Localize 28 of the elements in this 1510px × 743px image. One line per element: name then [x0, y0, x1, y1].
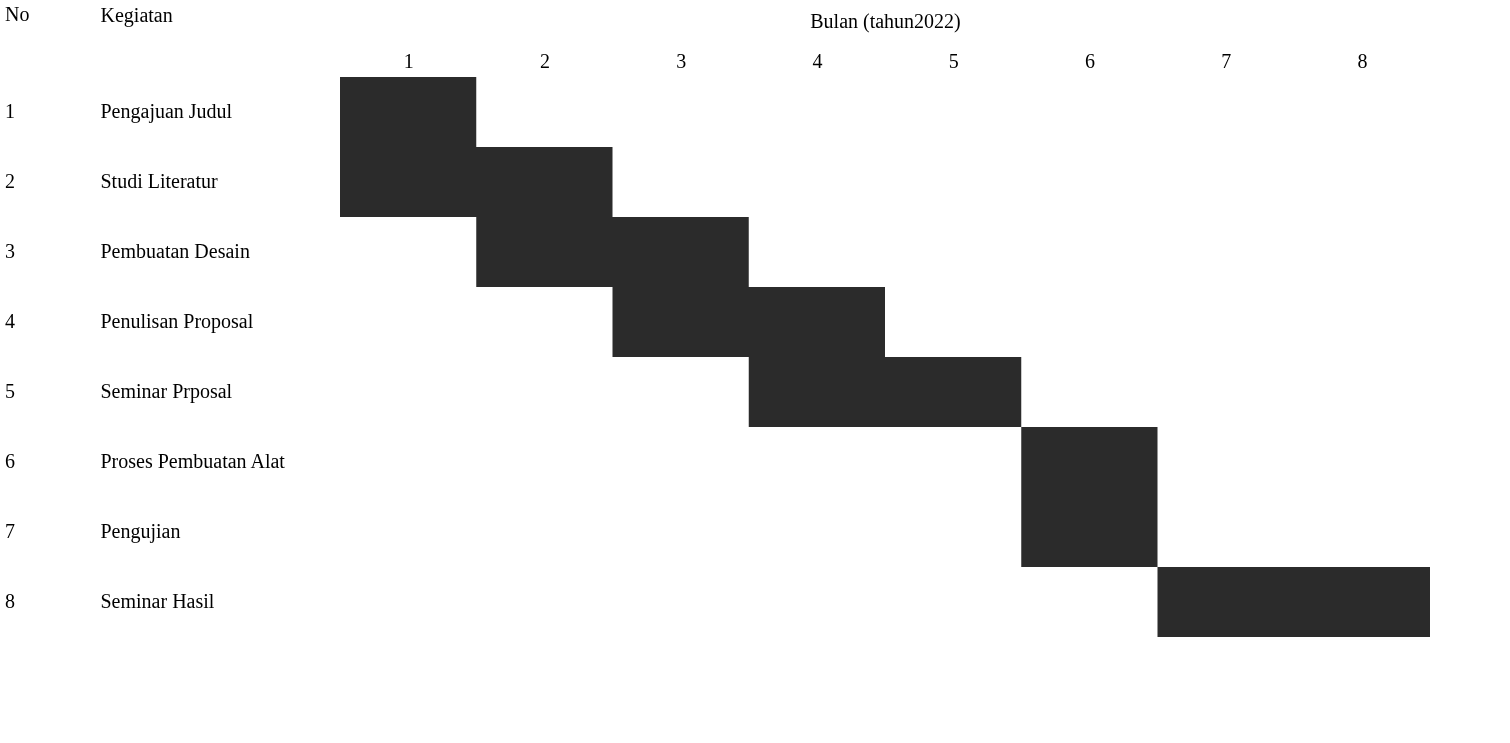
y-tick-label: Pengujian: [100, 520, 181, 543]
text: 5: [5, 380, 15, 402]
x-tick-label: 4: [812, 49, 823, 72]
y-tick-label: Pembuatan Desain: [100, 240, 250, 262]
x-tick-label: 2: [539, 49, 550, 72]
y-tick-label: Studi Literatur: [100, 170, 219, 192]
text: 6: [5, 450, 15, 472]
y-tick-label: Seminar Prposal: [100, 380, 233, 403]
text: 2: [5, 170, 15, 192]
x-tick-label: 6: [1084, 49, 1095, 72]
y-tick-label: Penulisan Proposal: [100, 310, 254, 333]
text: No: [5, 3, 30, 25]
x-tick-label: 8: [1357, 49, 1368, 72]
x-tick-label: 5: [948, 49, 959, 72]
bar: [1157, 567, 1430, 637]
text: 7: [5, 520, 15, 542]
y-axis-title: Kegiatan: [100, 3, 173, 27]
x-tick-label: 7: [1221, 49, 1232, 72]
x-tick-label: 3: [676, 49, 687, 72]
x-tick-label: 1: [403, 49, 414, 72]
y-tick-label: Pengajuan Judul: [100, 100, 233, 123]
text: 1: [5, 100, 15, 122]
y-tick-label: Seminar Hasil: [100, 590, 215, 612]
x-axis-title: Bulan (tahun2022): [810, 9, 961, 33]
text: 8: [5, 590, 15, 612]
text: 4: [5, 310, 15, 332]
y-tick-label: Proses Pembuatan Alat: [100, 450, 286, 472]
text: 3: [5, 240, 15, 262]
